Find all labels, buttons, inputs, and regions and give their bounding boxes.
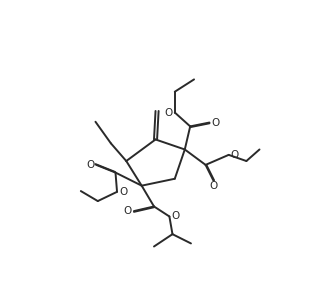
Text: O: O xyxy=(171,211,180,221)
Text: O: O xyxy=(119,187,127,197)
Text: O: O xyxy=(165,107,173,118)
Text: O: O xyxy=(211,118,220,128)
Text: O: O xyxy=(86,160,94,170)
Text: O: O xyxy=(124,206,132,216)
Text: O: O xyxy=(209,181,217,192)
Text: O: O xyxy=(231,150,239,160)
